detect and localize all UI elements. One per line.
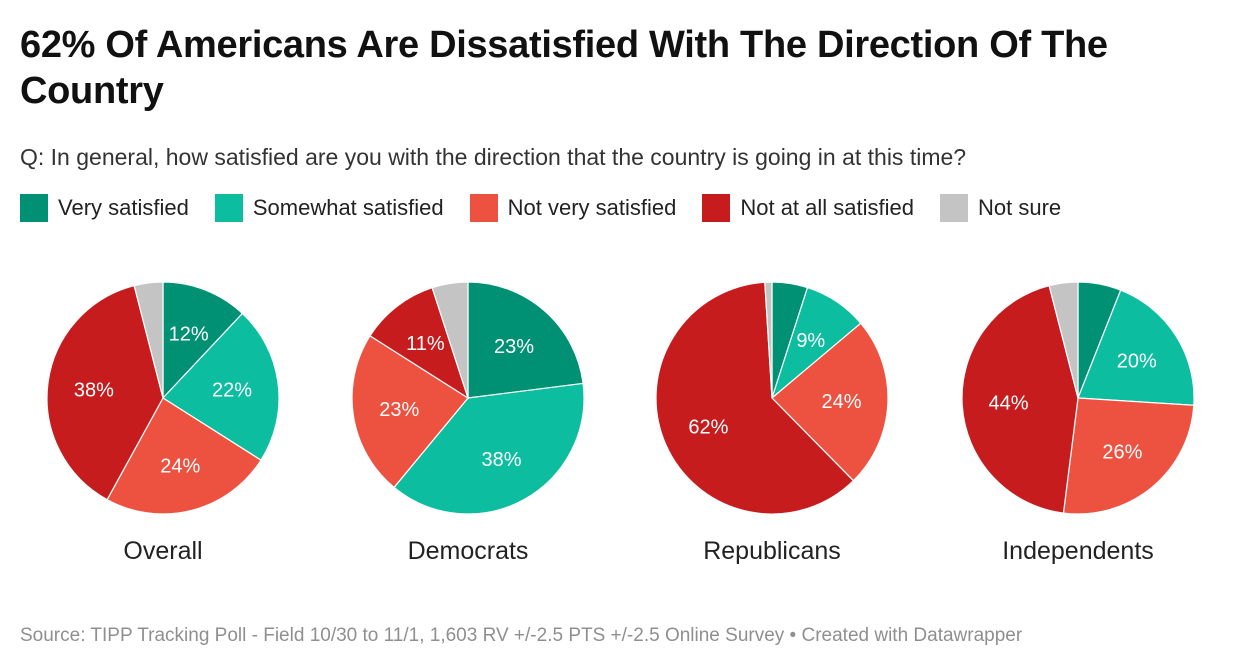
slice-data-label: 11% — [406, 333, 445, 355]
slice-data-label: 38% — [482, 449, 522, 471]
legend: Very satisfied Somewhat satisfied Not very… — [20, 194, 1087, 222]
slice-not-sure — [1048, 281, 1079, 399]
legend-label: Not at all satisfied — [740, 195, 914, 220]
slice-not-at-all-satisfied — [655, 281, 855, 515]
slice-data-label: 26% — [1102, 442, 1142, 464]
pie-democrats: 23% 38% 23% 11% Democrats — [351, 281, 585, 565]
source-footer: Source: TIPP Tracking Poll - Field 10/30… — [20, 625, 1023, 646]
slice-data-label: 22% — [212, 379, 252, 401]
slice-not-very-satisfied — [771, 322, 889, 482]
chart-subtitle: Q: In general, how satisfied are you wit… — [20, 144, 967, 170]
slice-not-sure — [133, 281, 164, 399]
pie-overall: 12% 22% 24% 38% Overall — [46, 281, 280, 565]
pie-charts: 12% 22% 24% 38% Overall 23% 38% 23% 11% Democrats… — [46, 281, 1195, 565]
slice-data-label: 44% — [989, 392, 1029, 414]
legend-label: Not sure — [977, 195, 1062, 220]
legend-item-not-at-all-satisfied: Not at all satisfied — [702, 194, 914, 222]
pie-independents: 20% 26% 44% Independents — [961, 281, 1195, 565]
slice-data-label: 23% — [494, 336, 534, 358]
slice-not-sure — [431, 281, 469, 399]
slice-data-label: 9% — [796, 330, 825, 352]
slice-somewhat-satisfied — [393, 382, 585, 515]
slice-data-label: 23% — [379, 399, 419, 421]
legend-item-very-satisfied: Very satisfied — [20, 194, 189, 222]
slice-somewhat-satisfied — [162, 312, 280, 461]
slice-data-label: 24% — [822, 391, 862, 413]
legend-swatch — [214, 194, 243, 222]
pie-republicans: 9% 24% 62% Republicans — [655, 281, 889, 565]
slice-not-very-satisfied — [351, 335, 469, 489]
slice-very-satisfied — [467, 281, 584, 399]
legend-label: Very satisfied — [58, 195, 189, 220]
slice-data-label: 62% — [688, 416, 728, 438]
legend-swatch — [702, 194, 731, 222]
legend-label: Not very satisfied — [507, 195, 677, 220]
legend-swatch — [939, 194, 968, 222]
legend-item-not-sure: Not sure — [939, 194, 1062, 222]
slice-not-at-all-satisfied — [961, 284, 1079, 514]
slice-not-sure — [764, 281, 773, 399]
slice-data-label: 12% — [169, 323, 209, 345]
slice-not-at-all-satisfied — [369, 286, 470, 400]
legend-swatch — [469, 194, 498, 222]
pie-title-independents: Independents — [1002, 537, 1154, 565]
legend-item-somewhat-satisfied: Somewhat satisfied — [214, 194, 444, 222]
legend-item-not-very-satisfied: Not very satisfied — [469, 194, 677, 222]
slice-not-very-satisfied — [106, 397, 262, 515]
pie-title-republicans: Republicans — [703, 537, 841, 565]
chart-title: 62% Of Americans Are Dissatisfied With T… — [20, 24, 1108, 112]
pie-title-democrats: Democrats — [408, 537, 529, 565]
slice-not-very-satisfied — [1062, 397, 1195, 515]
slice-data-label: 24% — [160, 455, 200, 477]
slice-somewhat-satisfied — [1077, 289, 1195, 406]
slice-data-label: 38% — [74, 379, 114, 401]
slice-very-satisfied — [162, 281, 244, 400]
slice-not-at-all-satisfied — [46, 284, 164, 501]
legend-label: Somewhat satisfied — [252, 195, 444, 220]
pie-title-overall: Overall — [123, 537, 202, 565]
slice-data-label: 20% — [1117, 351, 1157, 373]
legend-swatch — [20, 194, 48, 222]
